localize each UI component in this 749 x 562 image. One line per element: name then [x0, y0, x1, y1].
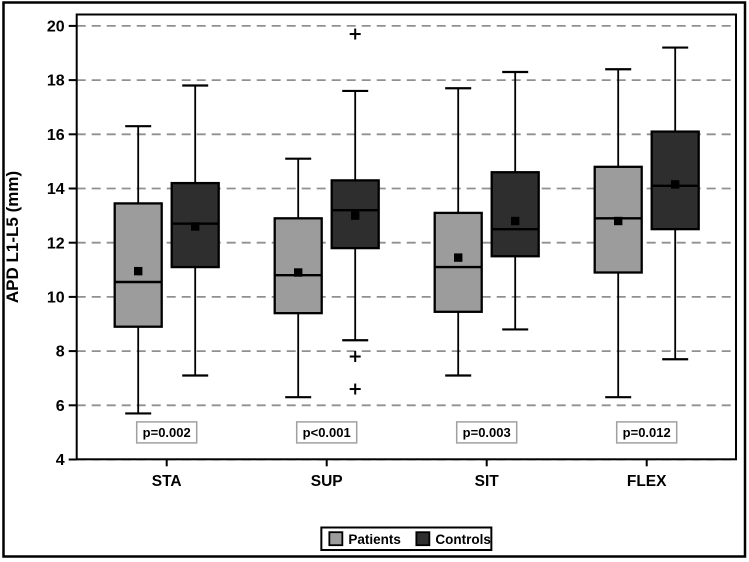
p-value-label: p=0.002: [143, 425, 191, 440]
y-tick-label: 16: [47, 127, 65, 144]
x-category-label-sup: SUP: [311, 473, 343, 490]
y-tick-label: 8: [56, 344, 65, 361]
legend-swatch-controls: [415, 531, 431, 547]
p-value-label: p=0.003: [463, 425, 511, 440]
y-axis-title: APD L1-L5 (mm): [3, 171, 22, 303]
mean-marker-controls-sta: [191, 222, 200, 231]
p-value-box: [455, 421, 518, 444]
box-patients-sup: [273, 217, 323, 315]
box-patients-sta: [113, 202, 163, 328]
mean-marker-controls-sup: [351, 211, 360, 220]
y-tick-label: 4: [56, 452, 65, 469]
y-tick-label: 14: [47, 181, 65, 198]
p-value-label: p=0.012: [623, 425, 671, 440]
y-tick-label: 18: [47, 73, 65, 90]
p-value-box: [295, 421, 358, 444]
p-value-box: [135, 421, 198, 444]
x-category-label-sit: SIT: [475, 473, 500, 490]
x-category-label-sta: STA: [152, 473, 182, 490]
mean-marker-patients-sta: [134, 266, 143, 276]
mean-marker-patients-flex: [614, 216, 623, 226]
mean-marker-patients-sup: [294, 268, 303, 277]
y-tick-label: 12: [47, 235, 65, 252]
plot-border: [75, 13, 737, 461]
mean-marker-controls-sit: [511, 216, 520, 226]
mean-marker-controls-flex: [671, 180, 680, 189]
y-tick-label: 20: [47, 19, 65, 36]
legend-swatch-patients: [328, 531, 344, 547]
x-category-label-flex: FLEX: [627, 473, 667, 490]
y-tick-label: 6: [56, 398, 65, 415]
legend-label-patients: Patients: [348, 532, 401, 547]
mean-marker-patients-sit: [454, 253, 463, 262]
p-value-label: p<0.001: [303, 425, 351, 440]
p-value-box: [615, 421, 678, 444]
box-controls-sit: [490, 171, 540, 258]
legend-label-controls: Controls: [435, 532, 491, 547]
box-patients-sit: [433, 211, 483, 313]
y-tick-label: 10: [47, 290, 65, 307]
legend-box: [320, 526, 493, 551]
